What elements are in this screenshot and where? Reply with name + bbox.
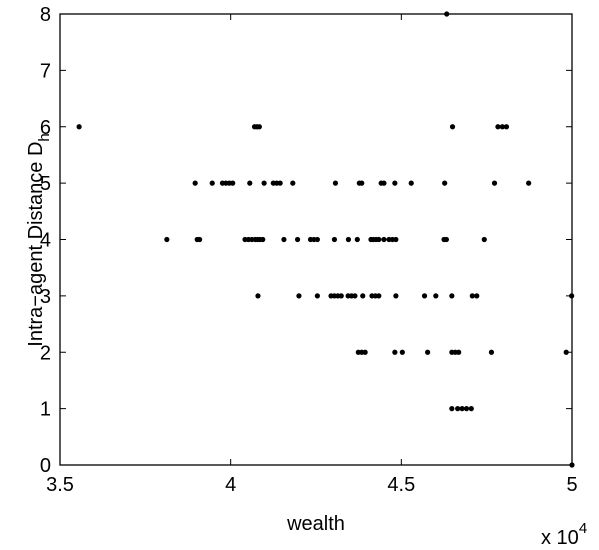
data-point-26	[408, 180, 414, 186]
data-point-32	[197, 236, 203, 243]
data-point-83	[392, 349, 398, 355]
data-point-27	[442, 180, 448, 186]
data-point-18	[277, 180, 283, 186]
y-tick-label-6: 6	[40, 117, 51, 139]
data-point-14	[247, 180, 253, 186]
data-point-92	[455, 406, 461, 412]
data-point-88	[456, 349, 462, 355]
data-point-59	[255, 293, 261, 299]
x-tick-label-3: 5	[566, 474, 577, 496]
y-axis-label-subscript: h	[36, 133, 53, 141]
y-tick-label-7: 7	[40, 60, 51, 82]
data-point-72	[376, 293, 382, 299]
x-axis-label: wealth	[286, 513, 345, 535]
y-tick-label-3: 3	[40, 286, 51, 308]
data-point-15	[261, 180, 267, 186]
data-point-25	[392, 180, 398, 186]
data-point-55	[393, 236, 399, 243]
data-point-51	[376, 236, 382, 243]
data-point-7	[503, 124, 510, 130]
data-point-61	[314, 293, 320, 299]
data-point-47	[354, 236, 360, 243]
data-point-84	[399, 349, 405, 355]
data-point-4	[449, 124, 456, 130]
x-multiplier-exponent: 4	[579, 520, 587, 537]
data-point-93	[459, 406, 465, 412]
data-point-40	[281, 236, 287, 243]
data-point-82	[362, 349, 368, 355]
y-tick-label-4: 4	[40, 230, 51, 252]
data-point-68	[352, 293, 358, 299]
x-multiplier-base: x 10	[541, 527, 579, 549]
data-point-58	[481, 236, 487, 243]
data-point-95	[468, 406, 474, 412]
y-tick-label-2: 2	[40, 342, 51, 364]
x-tick-label-2: 4.5	[387, 474, 415, 496]
y-tick-label-1: 1	[40, 399, 51, 421]
data-point-5	[495, 124, 501, 130]
y-axis-label: Intra−agent Distance Dh	[25, 133, 53, 346]
x-tick-label-1: 4	[225, 474, 236, 496]
data-point-39	[260, 236, 266, 243]
data-point-6	[499, 124, 505, 130]
data-point-89	[488, 349, 495, 355]
data-point-3	[256, 124, 262, 130]
y-tick-label-0: 0	[40, 455, 51, 477]
x-multiplier: x 104	[541, 520, 587, 549]
points-layer	[76, 11, 575, 468]
data-point-65	[338, 293, 344, 299]
data-point-52	[381, 236, 387, 243]
y-tick-label-5: 5	[40, 173, 51, 195]
data-point-60	[296, 293, 302, 299]
data-point-94	[463, 406, 470, 412]
data-point-30	[164, 236, 170, 243]
data-point-19	[290, 180, 296, 186]
data-point-75	[433, 293, 439, 299]
svg-text:x 104: x 104	[541, 520, 587, 549]
data-point-9	[209, 180, 215, 186]
data-point-28	[491, 180, 498, 186]
data-point-13	[230, 180, 236, 186]
data-point-69	[360, 293, 366, 299]
data-point-44	[314, 236, 320, 243]
data-point-73	[393, 293, 399, 299]
ticks-layer	[59, 13, 573, 466]
data-point-76	[449, 293, 455, 299]
data-point-57	[443, 236, 449, 243]
data-point-46	[345, 236, 352, 243]
data-point-22	[359, 180, 365, 186]
tick-labels-layer: 3.5 4 4.5 5 0 1 2 3 4 5 6 7 8	[40, 4, 578, 496]
data-point-41	[294, 236, 301, 243]
data-point-74	[421, 293, 428, 299]
data-point-0	[76, 124, 82, 130]
data-point-8	[192, 180, 198, 186]
data-point-29	[526, 180, 532, 186]
data-point-24	[381, 180, 387, 186]
data-point-91	[449, 406, 455, 412]
data-point-77	[469, 293, 475, 299]
data-point-20	[332, 180, 339, 186]
data-point-78	[474, 293, 480, 299]
data-point-45	[331, 236, 338, 243]
data-point-85	[425, 349, 431, 355]
y-tick-label-8: 8	[40, 4, 51, 26]
y-axis-label-main: Intra−agent Distance D	[25, 142, 47, 347]
x-tick-label-0: 3.5	[46, 474, 74, 496]
